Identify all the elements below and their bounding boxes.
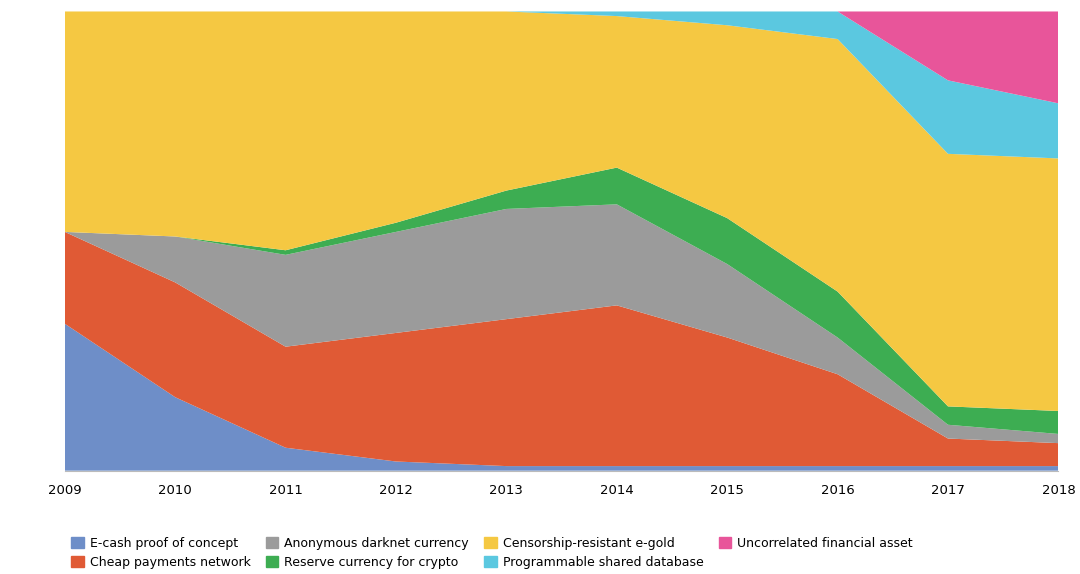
Legend: E-cash proof of concept, Cheap payments network, Anonymous darknet currency, Res: E-cash proof of concept, Cheap payments … <box>71 537 913 569</box>
